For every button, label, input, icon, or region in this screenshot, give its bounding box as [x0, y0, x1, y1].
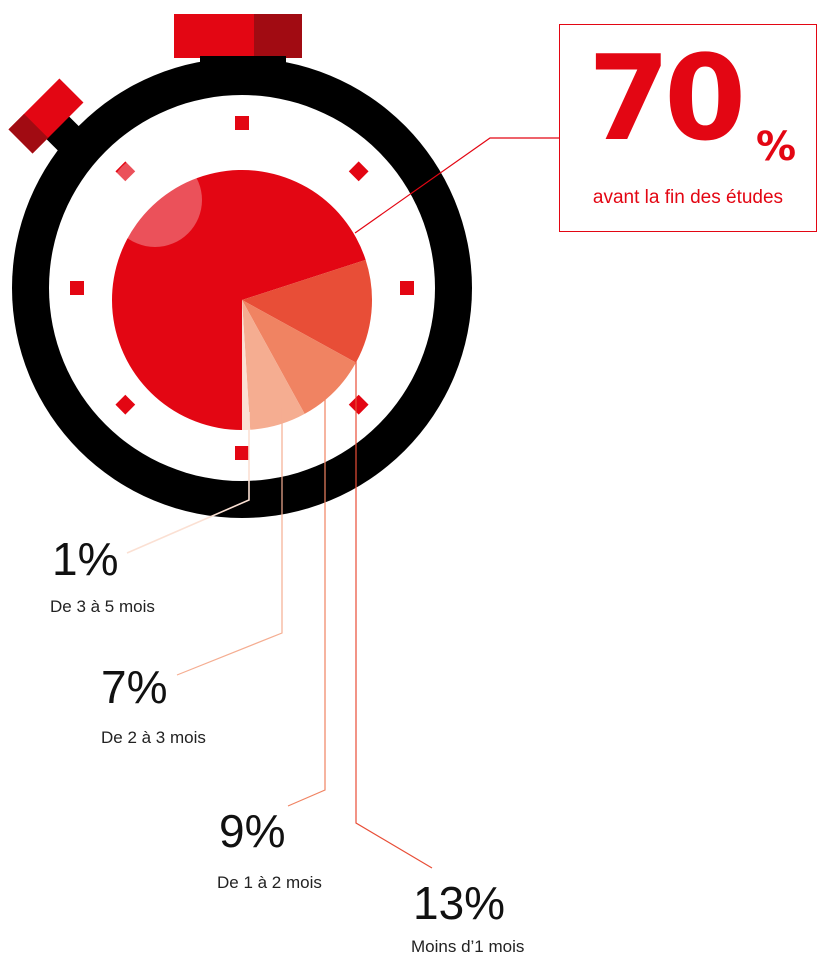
- pie-slice: [242, 300, 305, 430]
- callout-unit: %: [756, 124, 797, 170]
- pie-slice: [242, 259, 373, 363]
- slice-category-label: De 1 à 2 mois: [217, 873, 322, 892]
- stopwatch-side-button-shade: [8, 113, 49, 154]
- slice-value-label: 13%: [413, 877, 506, 929]
- glare-highlight: [108, 153, 202, 247]
- leader-lines: [126, 137, 559, 869]
- leader-line: [176, 408, 283, 676]
- pie-slice: [242, 300, 251, 430]
- callout-box: 70 % avant la fin des études: [559, 24, 817, 232]
- pie-slice: [242, 300, 356, 414]
- stopwatch-ticks: [70, 116, 414, 460]
- slice-category-label: Moins d’1 mois: [411, 937, 525, 956]
- callout-value: 70: [588, 29, 746, 167]
- leader-line: [355, 352, 433, 869]
- pie-slices: [112, 170, 373, 431]
- leader-line: [126, 412, 250, 554]
- slice-value-label: 1%: [52, 533, 119, 585]
- tick-mark: [115, 394, 136, 415]
- tick-mark: [348, 394, 369, 415]
- slice-value-label: 9%: [219, 805, 286, 857]
- stopwatch-crown-button-shade: [254, 14, 302, 58]
- slice-value-label: 7%: [101, 661, 168, 713]
- tick-mark: [235, 446, 249, 460]
- stopwatch-crown-button: [174, 14, 254, 58]
- tick-mark: [348, 161, 369, 182]
- callout-label: avant la fin des études: [592, 187, 784, 208]
- pie-slice: [112, 170, 366, 431]
- tick-mark: [70, 281, 84, 295]
- tick-mark: [235, 116, 249, 130]
- slice-category-label: De 2 à 3 mois: [101, 728, 206, 747]
- leader-line: [287, 394, 326, 807]
- leader-line: [354, 137, 559, 234]
- tick-mark: [400, 281, 414, 295]
- slice-category-label: De 3 à 5 mois: [50, 597, 155, 616]
